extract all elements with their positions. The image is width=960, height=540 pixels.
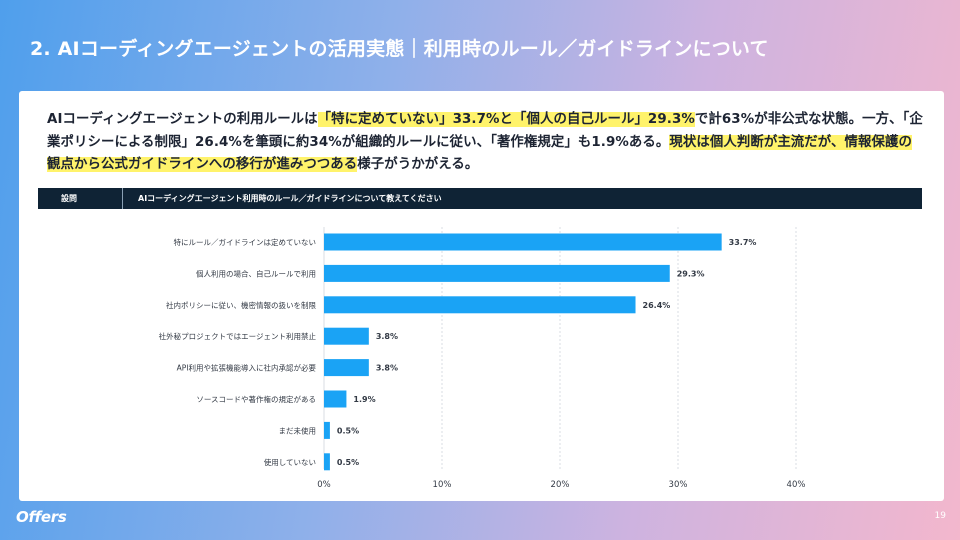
summary-seg-5: 様子がうかがえる。 bbox=[357, 157, 479, 172]
x-tick-label: 30% bbox=[669, 480, 688, 490]
x-tick-label: 0% bbox=[317, 480, 331, 490]
bar-value-label: 33.7% bbox=[729, 238, 757, 247]
bar-value-label: 3.8% bbox=[376, 332, 398, 341]
bar-value-label: 1.9% bbox=[353, 395, 375, 404]
bar-value-label: 0.5% bbox=[337, 458, 359, 467]
page-number: 19 bbox=[934, 511, 946, 521]
summary-text: AIコーディングエージェントの利用ルールは「特に定めていない」33.7%と「個人… bbox=[47, 109, 923, 177]
category-label: 使用していない bbox=[264, 457, 316, 467]
bar bbox=[324, 453, 330, 471]
category-label: API利用や拡張機能導入に社内承認が必要 bbox=[177, 363, 317, 373]
category-label: 個人利用の場合、自己ルールで利用 bbox=[196, 268, 316, 278]
bar-value-label: 26.4% bbox=[643, 301, 671, 310]
category-label: まだ未使用 bbox=[279, 425, 317, 435]
content-card: AIコーディングエージェントの利用ルールは「特に定めていない」33.7%と「個人… bbox=[19, 91, 944, 501]
slide-title: 2. AIコーディングエージェントの活用実態｜利用時のルール／ガイドラインについ… bbox=[30, 38, 769, 60]
summary-seg-3: で計63%が非公式な状態。一方、「企業ポリシーによる制限」26.4%を筆頭に約3… bbox=[47, 112, 923, 150]
summary-highlight-1: 「特に定めていない」33.7%と「個人の自己ルール」29.3% bbox=[317, 112, 695, 127]
bar bbox=[324, 390, 347, 408]
x-tick-label: 10% bbox=[433, 480, 452, 490]
x-tick-label: 20% bbox=[551, 480, 570, 490]
question-header: 設問 AIコーディングエージェント利用時のルール／ガイドラインについて教えてくだ… bbox=[38, 188, 922, 209]
x-tick-label: 40% bbox=[787, 480, 806, 490]
bar-value-label: 29.3% bbox=[677, 269, 705, 278]
bar bbox=[324, 421, 330, 439]
category-label: 社内ポリシーに従い、機密情報の扱いを制限 bbox=[166, 300, 316, 310]
bar-value-label: 3.8% bbox=[376, 364, 398, 373]
question-label: 設問 bbox=[61, 194, 77, 203]
bar-chart: 0% 10% 20% 30% 40% 特にルール／ガイドラインは定めていない 33.7% 個人… bbox=[159, 227, 806, 490]
bar bbox=[324, 296, 636, 314]
question-divider bbox=[122, 188, 123, 209]
bar bbox=[324, 327, 369, 345]
bar bbox=[324, 264, 670, 282]
category-label: 特にルール／ガイドラインは定めていない bbox=[174, 237, 317, 247]
category-label: 社外秘プロジェクトではエージェント利用禁止 bbox=[159, 331, 317, 341]
category-label: ソースコードや著作権の規定がある bbox=[196, 394, 316, 404]
question-text: AIコーディングエージェント利用時のルール／ガイドラインについて教えてください bbox=[138, 194, 442, 203]
offers-logo: Offers bbox=[16, 508, 67, 526]
summary-seg-1: AIコーディングエージェントの利用ルールは bbox=[47, 112, 318, 127]
bar bbox=[324, 359, 369, 377]
bar-value-label: 0.5% bbox=[337, 426, 359, 435]
bar bbox=[324, 233, 722, 251]
